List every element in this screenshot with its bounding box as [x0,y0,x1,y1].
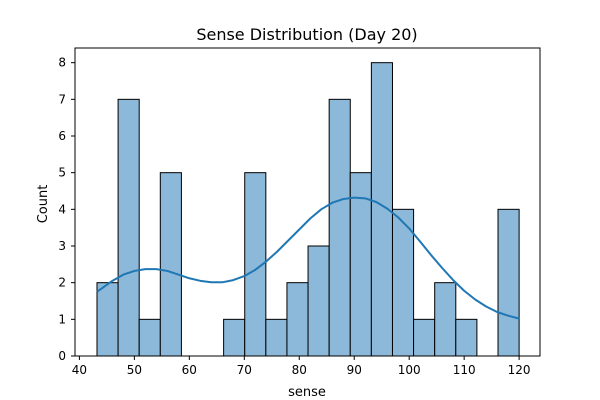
y-tick-label: 4 [58,202,66,216]
chart-title: Sense Distribution (Day 20) [196,25,417,44]
histogram-bar-2 [138,318,161,357]
histogram-bar-9 [286,282,309,357]
x-axis-ticks: 40 50 60 70 80 90 100 110 120 [72,356,531,377]
y-tick-label: 3 [58,239,66,253]
plot-frame [74,47,541,357]
histogram-bar-3 [159,172,182,357]
x-axis-label: sense [288,385,326,400]
y-tick-label: 8 [58,56,66,70]
histogram-bar-19 [497,208,520,357]
histogram-bar-16 [434,282,457,357]
x-tick-label: 50 [127,363,142,377]
histogram-bar-17 [455,318,478,357]
x-tick-label: 80 [292,363,307,377]
y-axis-label: Count [36,185,51,224]
kde-curve-layer [96,196,520,320]
histogram-bar-10 [307,245,330,357]
y-tick-label: 1 [58,312,66,326]
histogram-bar-6 [223,318,246,357]
kde-curve [96,196,520,320]
y-tick-label: 5 [58,166,66,180]
x-tick-label: 120 [508,363,531,377]
histogram-bars [96,62,520,357]
x-tick-label: 100 [398,363,421,377]
x-tick-label: 90 [347,363,362,377]
y-tick-label: 7 [58,92,66,106]
y-tick-label: 2 [58,276,66,290]
x-tick-label: 70 [237,363,252,377]
y-axis-ticks: 0 1 2 3 4 5 6 7 8 [58,56,75,363]
histogram-bar-15 [413,318,436,357]
x-tick-label: 40 [72,363,87,377]
y-tick-label: 0 [58,349,66,363]
x-tick-label: 110 [453,363,476,377]
y-tick-label: 6 [58,129,66,143]
histogram-bar-0 [96,282,119,357]
histogram-bar-8 [265,318,288,357]
histogram-bar-1 [117,98,140,357]
x-tick-label: 60 [182,363,197,377]
histogram-bar-11 [328,98,351,357]
